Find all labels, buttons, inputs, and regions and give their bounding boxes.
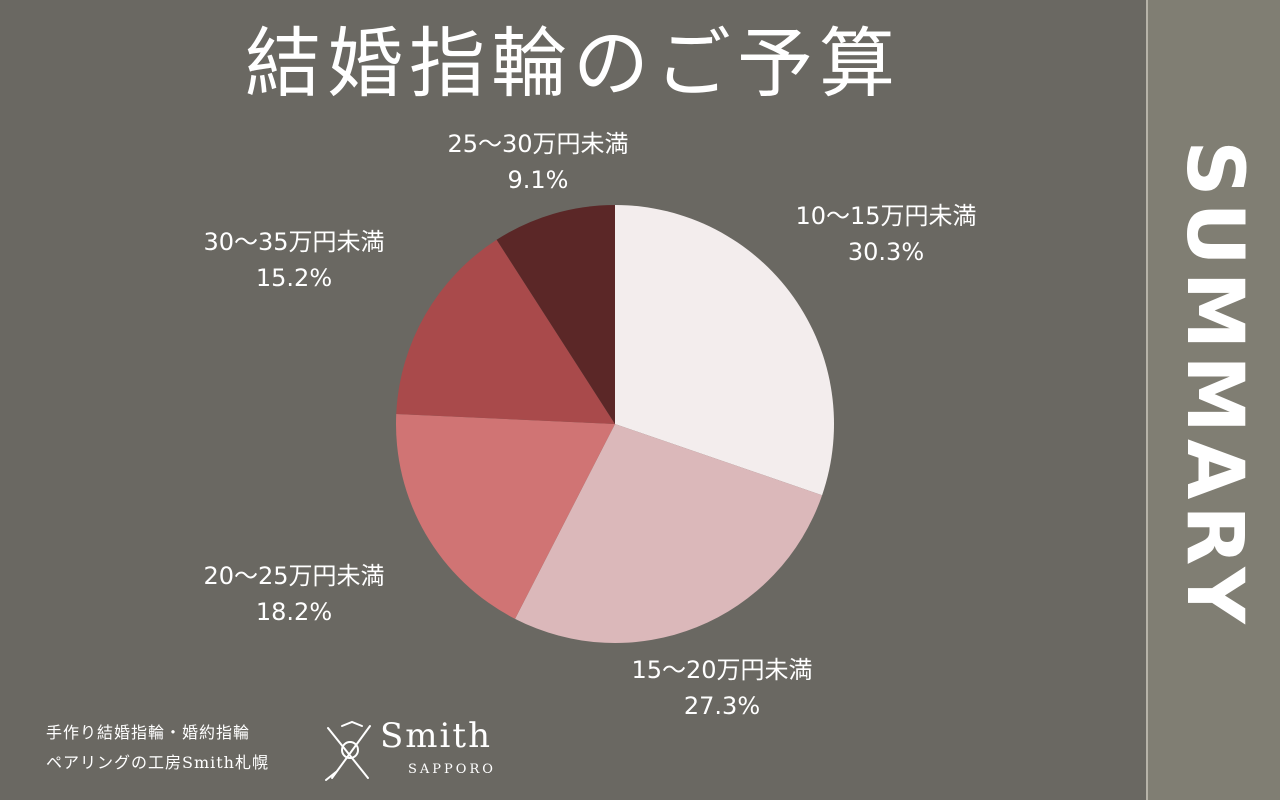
pie-slice-1 xyxy=(615,205,834,496)
logo-subtitle: SAPPORO xyxy=(408,762,496,777)
pie-slice-4 xyxy=(396,239,615,424)
slice-label-5: 25〜30万円未満 9.1% xyxy=(408,126,668,198)
pie-chart xyxy=(396,205,834,643)
slice-category: 30〜35万円未満 xyxy=(203,228,385,256)
pie-slice-3 xyxy=(396,414,615,619)
smith-logo: Smith SAPPORO xyxy=(322,716,522,786)
footer-line-1: 手作り結婚指輪・婚約指輪 xyxy=(46,723,251,742)
slice-percent: 18.2% xyxy=(255,598,333,626)
slice-percent: 15.2% xyxy=(255,264,333,292)
slice-category: 10〜15万円未満 xyxy=(795,202,977,230)
footer-tagline: 手作り結婚指輪・婚約指輪 ペアリングの工房Smith札幌 xyxy=(46,718,269,778)
pie-slice-2 xyxy=(515,424,823,643)
side-label: SUMMARY xyxy=(1169,140,1259,630)
slice-percent: 9.1% xyxy=(507,166,569,194)
slice-percent: 30.3% xyxy=(847,238,925,266)
logo-name: Smith xyxy=(380,716,492,756)
slice-label-1: 10〜15万円未満 30.3% xyxy=(756,198,1016,270)
footer-line-2: ペアリングの工房Smith札幌 xyxy=(46,753,269,772)
side-bar: SUMMARY xyxy=(1146,0,1280,800)
slice-percent: 27.3% xyxy=(683,692,761,720)
slice-label-4: 30〜35万円未満 15.2% xyxy=(164,224,424,296)
pie-slice-5 xyxy=(496,205,615,424)
slice-category: 15〜20万円未満 xyxy=(631,656,813,684)
slice-category: 25〜30万円未満 xyxy=(447,130,629,158)
slice-label-2: 15〜20万円未満 27.3% xyxy=(592,652,852,724)
page-title: 結婚指輪のご予算 xyxy=(245,19,901,108)
slice-category: 20〜25万円未満 xyxy=(203,562,385,590)
crossed-tools-icon xyxy=(325,720,371,781)
slice-label-3: 20〜25万円未満 18.2% xyxy=(164,558,424,630)
